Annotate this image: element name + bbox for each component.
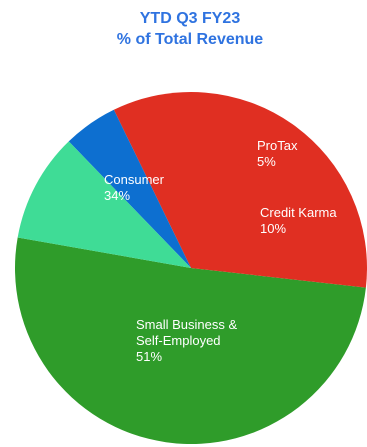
- slice-value-1: 34%: [104, 188, 130, 203]
- slice-value-2: 5%: [257, 154, 276, 169]
- slice-name-1: Consumer: [104, 172, 165, 187]
- slice-name-0: Self-Employed: [136, 333, 221, 348]
- chart-title-line-1: YTD Q3 FY23: [140, 10, 241, 27]
- pie-slices: [14, 92, 367, 444]
- pie-slice-3: [17, 141, 192, 268]
- slice-label-1: Consumer 34%: [104, 172, 165, 203]
- pie-slice-1: [113, 92, 367, 288]
- slice-label-0: Small Business & Self-Employed 51%: [136, 317, 237, 364]
- slice-label-3: Credit Karma 10%: [260, 205, 337, 236]
- slice-value-3: 10%: [260, 221, 286, 236]
- slice-label-2: ProTax 5%: [257, 138, 298, 169]
- pie-slice-0: [14, 237, 366, 444]
- slice-name-2: ProTax: [257, 138, 298, 153]
- slice-value-0: 51%: [136, 349, 162, 364]
- pie-slice-2: [68, 109, 191, 268]
- chart-title: YTD Q3 FY23 % of Total Revenue: [117, 10, 263, 48]
- chart-title-line-2: % of Total Revenue: [117, 31, 263, 48]
- slice-name-0: Small Business &: [136, 317, 237, 332]
- pie-labels: Small Business & Self-Employed 51% Consumer…: [104, 138, 337, 364]
- slice-name-3: Credit Karma: [260, 205, 337, 220]
